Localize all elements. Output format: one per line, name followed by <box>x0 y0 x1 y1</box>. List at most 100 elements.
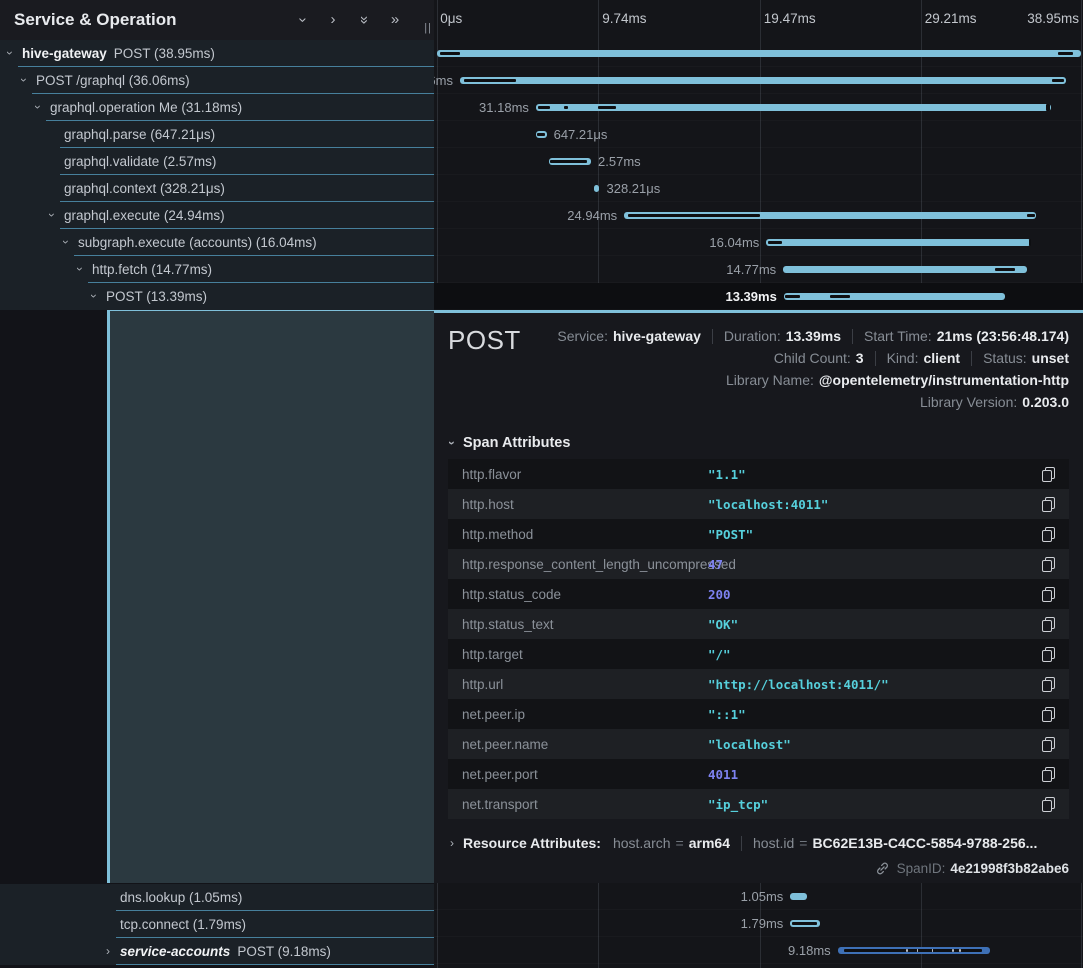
span-bar[interactable] <box>790 920 819 927</box>
expand-all-icon[interactable]: » <box>388 13 402 27</box>
timeline-rows-top: 38.95ms36.06ms31.18ms647.21μs2.57ms328.2… <box>434 40 1083 310</box>
span-duration-label: 16.04ms <box>709 235 766 250</box>
collapse-all-icon[interactable]: » <box>357 13 371 27</box>
resource-attributes-row[interactable]: › Resource Attributes: host.arch=arm64ho… <box>450 835 1069 851</box>
copy-icon[interactable] <box>1042 527 1055 542</box>
axis-tick-label: 0μs <box>440 11 462 26</box>
attribute-row: http.flavor"1.1" <box>448 459 1069 489</box>
span-bar-segment <box>844 949 982 952</box>
span-bar[interactable] <box>624 212 1036 219</box>
tree-row[interactable]: ›graphql.execute (24.94ms) <box>0 202 434 229</box>
attribute-key: net.peer.name <box>462 737 708 752</box>
expand-one-icon[interactable]: › <box>326 13 340 27</box>
span-duration-label: 13.39ms <box>725 289 783 304</box>
tree-row[interactable]: graphql.validate (2.57ms) <box>0 148 434 175</box>
link-icon[interactable] <box>875 861 890 876</box>
meta-divider <box>852 329 853 344</box>
span-bar-segment <box>952 949 954 952</box>
span-bar[interactable] <box>536 131 547 138</box>
chevron-down-icon[interactable]: › <box>3 51 17 55</box>
attribute-key: http.flavor <box>462 467 708 482</box>
span-duration-label: 1.05ms <box>741 889 791 904</box>
span-bar[interactable] <box>790 893 807 900</box>
copy-icon[interactable] <box>1042 647 1055 662</box>
tree-row[interactable]: tcp.connect (1.79ms) <box>0 911 434 938</box>
chevron-down-icon[interactable]: › <box>45 213 59 217</box>
span-bar-segment <box>1046 104 1050 111</box>
axis-tick-label: 29.21ms <box>925 11 977 26</box>
span-meta-line: Child Count:3Kind:clientStatus:unset <box>774 347 1069 369</box>
span-bar-segment <box>785 295 800 298</box>
attribute-row: http.status_text"OK" <box>448 609 1069 639</box>
attribute-value: "/" <box>708 647 1042 662</box>
meta-key: Duration: <box>724 325 781 347</box>
resource-attributes-preview: host.arch=arm64host.id=BC62E13B-C4CC-585… <box>613 835 1037 851</box>
copy-icon[interactable] <box>1042 677 1055 692</box>
copy-icon[interactable] <box>1042 707 1055 722</box>
copy-icon[interactable] <box>1042 557 1055 572</box>
copy-icon[interactable] <box>1042 467 1055 482</box>
chevron-down-icon[interactable]: › <box>87 294 101 298</box>
copy-icon[interactable] <box>1042 497 1055 512</box>
chevron-down-icon[interactable]: › <box>31 105 45 109</box>
span-operation-label: tcp.connect (1.79ms) <box>120 917 246 932</box>
span-bar-segment <box>995 268 1015 271</box>
tree-row[interactable]: ›subgraph.execute (accounts) (16.04ms) <box>0 229 434 256</box>
copy-icon[interactable] <box>1042 617 1055 632</box>
tree-row[interactable]: ›service-accountsPOST (9.18ms) <box>0 938 434 965</box>
span-bar[interactable] <box>460 77 1066 84</box>
chevron-down-icon[interactable]: › <box>73 267 87 271</box>
span-bar[interactable] <box>784 293 1005 300</box>
collapse-one-icon[interactable]: › <box>295 13 309 27</box>
tree-row[interactable]: graphql.parse (647.21μs) <box>0 121 434 148</box>
span-bar[interactable] <box>766 239 1031 246</box>
span-attributes-header[interactable]: › Span Attributes <box>450 435 1069 451</box>
span-tree-rows-bottom: dns.lookup (1.05ms) tcp.connect (1.79ms) ›… <box>0 884 434 965</box>
span-duration-label: 1.79ms <box>741 916 791 931</box>
copy-icon[interactable] <box>1042 797 1055 812</box>
tree-header-title: Service & Operation <box>14 10 177 30</box>
resource-attributes-title: Resource Attributes: <box>463 835 601 851</box>
chevron-right-icon: › <box>450 836 454 850</box>
attribute-key: net.transport <box>462 797 708 812</box>
resource-value: BC62E13B-C4CC-5854-9788-256... <box>812 835 1037 851</box>
span-duration-label: 36.06ms <box>434 73 460 88</box>
span-bar[interactable] <box>838 947 990 954</box>
tree-row[interactable]: ›hive-gatewayPOST (38.95ms) <box>0 40 434 67</box>
span-bar-segment <box>917 949 919 952</box>
span-bar[interactable] <box>549 158 591 165</box>
tree-row[interactable]: ›POST /graphql (36.06ms) <box>0 67 434 94</box>
attribute-value: "ip_tcp" <box>708 797 1042 812</box>
chevron-right-icon[interactable]: › <box>106 944 110 958</box>
tree-row[interactable]: ›http.fetch (14.77ms) <box>0 256 434 283</box>
chevron-down-icon[interactable]: › <box>59 240 73 244</box>
span-meta-line: Service:hive-gatewayDuration:13.39msStar… <box>557 325 1069 347</box>
panel-resize-handle[interactable]: || <box>424 22 432 34</box>
copy-icon[interactable] <box>1042 587 1055 602</box>
chevron-down-icon[interactable]: › <box>17 78 31 82</box>
meta-value: @opentelemetry/instrumentation-http <box>819 369 1069 391</box>
copy-icon[interactable] <box>1042 767 1055 782</box>
resource-equals: = <box>676 835 684 851</box>
timeline-rows-bottom: 1.05ms1.79ms9.18ms <box>434 883 1083 968</box>
tree-row[interactable]: dns.lookup (1.05ms) <box>0 884 434 911</box>
axis-gridline <box>598 0 599 40</box>
timeline-row: 2.57ms <box>434 148 1083 175</box>
timeline-row: 38.95ms <box>434 40 1083 67</box>
span-bar[interactable] <box>437 50 1081 57</box>
tree-row[interactable]: ›graphql.operation Me (31.18ms) <box>0 94 434 121</box>
attribute-key: http.method <box>462 527 708 542</box>
span-bar-segment <box>537 133 544 136</box>
meta-key: Library Name: <box>726 369 814 391</box>
span-duration-label: 2.57ms <box>591 154 641 169</box>
attribute-row: http.response_content_length_uncompresse… <box>448 549 1069 579</box>
span-bar[interactable] <box>783 266 1027 273</box>
tree-row[interactable]: ›POST (13.39ms) <box>0 283 434 310</box>
span-bar[interactable] <box>536 104 1051 111</box>
meta-key: Start Time: <box>864 325 932 347</box>
span-operation-label: dns.lookup (1.05ms) <box>120 890 242 905</box>
tree-header-icons: › › » » <box>295 13 402 27</box>
copy-icon[interactable] <box>1042 737 1055 752</box>
attribute-key: http.status_code <box>462 587 708 602</box>
tree-row[interactable]: graphql.context (328.21μs) <box>0 175 434 202</box>
